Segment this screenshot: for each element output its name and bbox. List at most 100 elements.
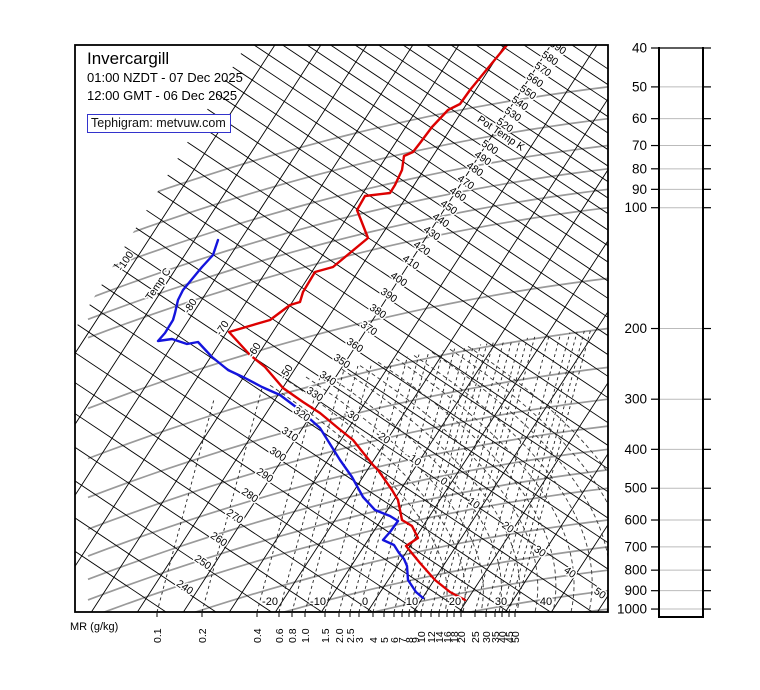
station-name: Invercargill [87, 49, 170, 68]
saturated-adiabat-line [269, 384, 448, 612]
isotherm-label-bottom: 40 [540, 596, 552, 608]
mixing-ratio-line [393, 346, 466, 612]
saturated-adiabat-line [323, 372, 502, 612]
tephigram-source-link[interactable]: Tephigram: metvuw.com [87, 114, 231, 133]
isobar-line [87, 327, 608, 460]
isotherm-label-bottom: 10 [406, 596, 418, 608]
pot-temp-label: 250 [192, 553, 213, 573]
isobar-line [87, 366, 608, 499]
mr-tick-label: 0.8 [287, 628, 299, 643]
mixing-ratio-line [408, 344, 482, 612]
dry-adiabat-line [75, 45, 608, 533]
mixing-ratio-line [446, 338, 521, 612]
dry-adiabat-line [75, 45, 608, 465]
utc-time-label: 12:00 GMT - 06 Dec 2025 [87, 88, 238, 103]
isotherm-line [104, 45, 519, 612]
dry-adiabat-line [75, 45, 608, 420]
mixing-ratio-line [304, 363, 373, 612]
dry-adiabat-line [75, 45, 608, 599]
pot-temp-label: 410 [400, 253, 421, 273]
mr-tick-label: 2.0 [334, 628, 346, 643]
mr-tick-label: 18 [449, 631, 461, 643]
pressure-label: 900 [624, 583, 647, 598]
isotherm-line [75, 45, 473, 612]
saturated-adiabat-line [467, 346, 608, 612]
isobar-line [87, 277, 608, 410]
mr-tick-label: 0.2 [197, 628, 209, 643]
sat-adiabat-label: 40 [561, 564, 578, 581]
saturated-adiabat-line [431, 351, 608, 612]
dry-adiabat-line [75, 45, 608, 498]
mr-tick-label: 14 [434, 631, 446, 643]
mr-tick-label: 25 [470, 631, 482, 643]
isotherm-label-bottom: 0 [362, 596, 368, 608]
dry-adiabat-line [75, 45, 608, 571]
local-time-label: 01:00 NZDT - 07 Dec 2025 [87, 70, 243, 85]
saturated-adiabat-line [359, 365, 539, 612]
isobar-line [87, 589, 608, 612]
mixing-ratio-line [508, 330, 585, 612]
isotherm-line [150, 45, 565, 612]
isobar-line [87, 469, 608, 601]
isotherm-label-bottom: 30 [495, 596, 507, 608]
mr-tick-label: 20 [456, 631, 468, 643]
mr-tick-label: 3 [354, 637, 366, 643]
isotherm-line [334, 45, 608, 612]
mixing-ratio-line [485, 333, 562, 612]
pot-temp-label: 360 [344, 336, 365, 356]
pot-temp-label: 340 [317, 369, 338, 389]
mixing-ratio-line [420, 342, 494, 612]
mr-tick-label: 40 [497, 631, 509, 643]
mixing-ratio-line [338, 356, 408, 612]
isotherm-label-bottom: -10 [310, 596, 326, 608]
dry-adiabat-line [75, 45, 608, 431]
dry-adiabat-line [75, 150, 608, 612]
dry-adiabat-line [75, 194, 608, 612]
dry-adiabat-line [75, 109, 608, 612]
pressure-label: 60 [632, 111, 647, 126]
dry-adiabat-line [75, 69, 608, 612]
mr-tick-label: 1.5 [320, 628, 332, 643]
mixing-ratio-line [358, 352, 429, 612]
saturated-adiabat-line [377, 361, 557, 612]
dry-adiabat-line [75, 45, 608, 612]
pot-temp-label: 380 [367, 302, 388, 322]
pressure-label: 300 [624, 392, 647, 407]
isobar-line [87, 487, 608, 612]
mr-tick-label: 8 [404, 637, 416, 643]
temperature-trace [227, 45, 509, 602]
mixing-ratio-line [414, 343, 488, 612]
mr-tick-label: 16 [442, 631, 454, 643]
pot-temp-label: 310 [279, 425, 300, 445]
mr-tick-label: 30 [481, 631, 493, 643]
mr-tick-label: 4 [368, 637, 380, 643]
mixing-ratio-line [494, 332, 571, 612]
dry-adiabat-line [75, 171, 608, 612]
pressure-scale: 40 50 60 70 80 90 100 200 300 400 500 600 700 800 900 1… [617, 41, 711, 618]
mr-tick-label: 35 [490, 631, 502, 643]
pot-temp-label: 350 [331, 352, 352, 372]
isobar-line [87, 569, 608, 612]
pressure-label: 600 [624, 513, 647, 528]
pressure-label: 70 [632, 138, 647, 153]
isotherm-line [242, 45, 608, 612]
isotherm-label-upper: -60 [245, 341, 264, 360]
mr-tick-label: 1.0 [300, 628, 312, 643]
dry-adiabat-line [75, 45, 608, 545]
sat-adiabat-label: -10 [404, 450, 423, 469]
pot-temp-label: 390 [378, 286, 399, 306]
mr-tick-label: 45 [504, 631, 516, 643]
mr-axis-title: MR (g/kg) [70, 621, 118, 633]
pressure-label: 40 [632, 41, 647, 56]
isobar-line [87, 519, 608, 612]
title-block: Invercargill 01:00 NZDT - 07 Dec 2025 12… [87, 48, 243, 133]
mixing-ratio-line [514, 330, 591, 612]
dry-adiabat-line [75, 45, 608, 454]
dry-adiabat-line [75, 45, 608, 509]
dry-adiabat-line [75, 217, 608, 612]
dry-adiabat-line [75, 45, 608, 409]
pot-temp-label: 280 [239, 486, 260, 506]
saturated-adiabat-line [287, 380, 466, 612]
